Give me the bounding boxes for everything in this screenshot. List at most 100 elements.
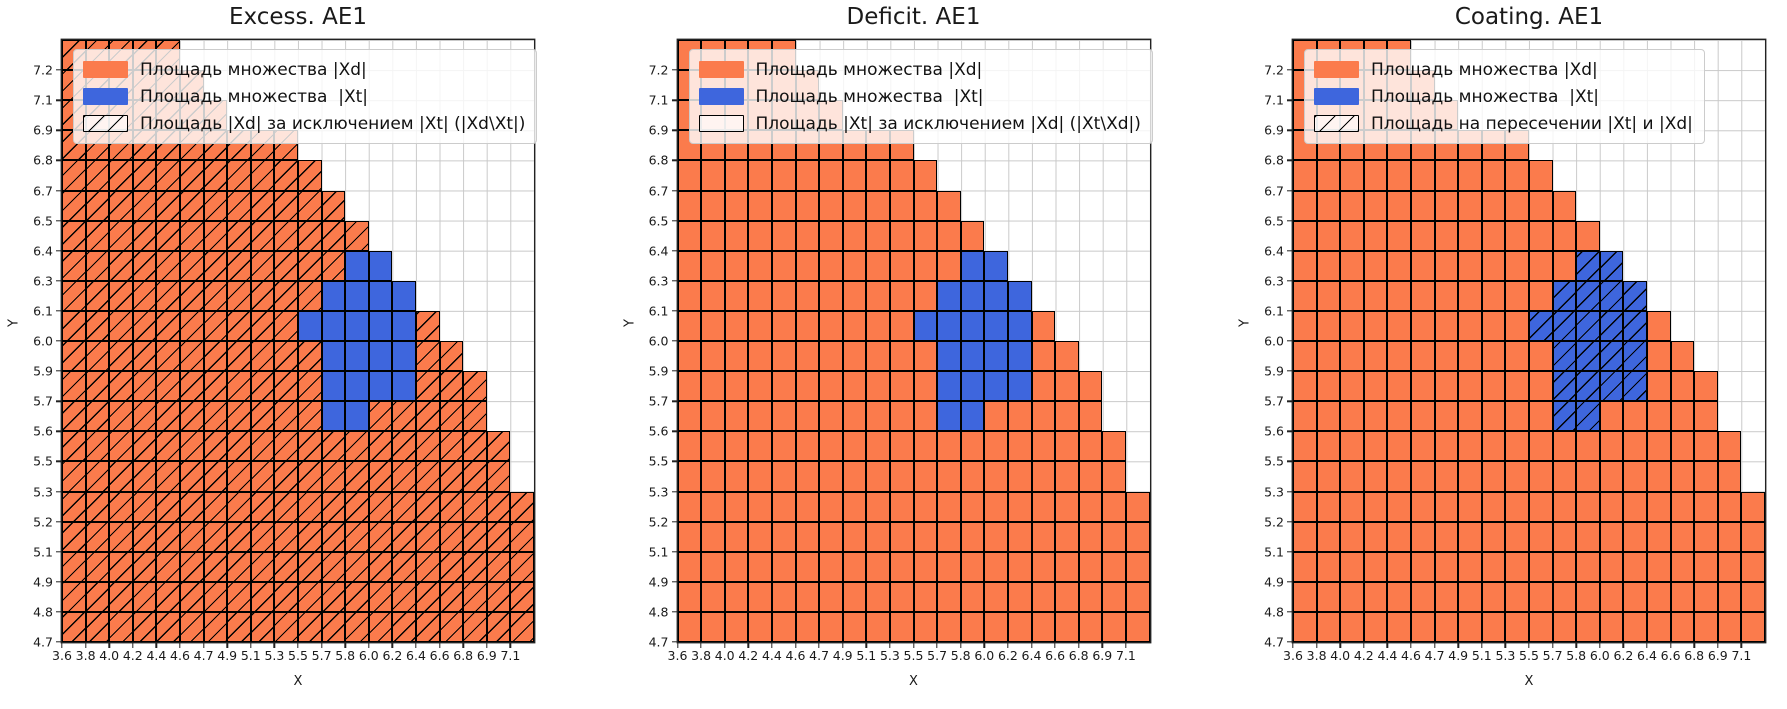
empty-cell (1600, 221, 1624, 251)
xd-cell (748, 491, 772, 522)
xd-cell (1434, 611, 1459, 642)
xd-cell (1031, 491, 1056, 522)
empty-cell (1600, 191, 1624, 221)
xd-cell (984, 611, 1008, 642)
x-tick-label: 5.8 (1566, 648, 1587, 663)
xd-cell (819, 401, 843, 432)
xd-cell (1293, 551, 1317, 582)
xd-cell (1293, 220, 1317, 251)
xd-cell (1458, 461, 1482, 492)
xd-cell (937, 220, 961, 251)
xd-cell (227, 611, 251, 642)
xd-cell (842, 220, 867, 251)
xt-cell (1007, 371, 1032, 402)
xd-cell (180, 310, 204, 341)
xd-cell (1741, 611, 1765, 642)
xd-cell (1481, 280, 1506, 311)
xd-cell (1055, 521, 1079, 552)
xd-cell (1387, 220, 1411, 251)
xd-cell (1576, 220, 1600, 251)
x-tick-label: 6.6 (1045, 648, 1066, 663)
xd-cell (1458, 160, 1482, 191)
y-tick-mark (56, 189, 61, 192)
empty-cell (1741, 431, 1765, 461)
xd-cell (250, 401, 275, 432)
xd-cell (416, 551, 440, 582)
xd-cell (1623, 581, 1647, 612)
x-tick-mark (297, 643, 299, 648)
xt-cell (1576, 371, 1600, 402)
xd-cell (250, 280, 275, 311)
xd-cell (250, 611, 275, 642)
xd-cell (724, 521, 749, 552)
empty-cell (510, 461, 534, 491)
xd-cell (156, 220, 180, 251)
xd-cell (937, 521, 961, 552)
x-tick-label: 5.8 (335, 648, 356, 663)
xd-cell (819, 220, 843, 251)
x-tick-mark (700, 643, 702, 648)
xd-cell (677, 431, 702, 462)
x-tick-mark (1386, 643, 1389, 648)
xd-cell (85, 341, 110, 372)
y-tick-label: 6.8 (33, 152, 53, 168)
legend-key-empty (698, 115, 744, 132)
xd-cell (132, 431, 157, 462)
xd-cell (85, 401, 110, 432)
xd-cell (109, 190, 133, 221)
xd-cell (866, 250, 890, 281)
xd-cell (1481, 371, 1506, 402)
y-tick-mark (56, 581, 61, 583)
xd-cell (889, 431, 914, 462)
y-tick-mark (671, 159, 677, 162)
x-tick-label: 6.2 (997, 648, 1018, 663)
empty-cell (1623, 221, 1647, 251)
xd-cell (1481, 250, 1506, 281)
xt-cell (984, 280, 1008, 311)
y-tick-mark (671, 460, 677, 463)
xd-cell (227, 280, 251, 311)
xd-cell (866, 491, 890, 522)
xd-cell (701, 611, 725, 642)
xd-cell (937, 551, 961, 582)
y-tick-label: 6.3 (648, 273, 669, 289)
legend-entry: Площадь |Xd| за исключением |Xt| (|Xd\Xt… (83, 110, 525, 137)
xd-cell (227, 310, 251, 341)
y-tick-mark (56, 370, 61, 372)
empty-cell (1718, 371, 1742, 401)
empty-cell (1008, 191, 1032, 221)
xd-cell (227, 371, 251, 402)
x-tick-mark (1622, 643, 1625, 648)
xd-cell (701, 551, 725, 582)
y-tick-mark (671, 641, 677, 643)
xt-cell (368, 310, 393, 341)
xd-cell (913, 371, 938, 402)
xd-cell (227, 461, 251, 492)
xd-cell (1576, 611, 1600, 642)
xd-cell (1316, 220, 1341, 251)
xd-cell (250, 431, 275, 462)
xd-cell (1340, 220, 1364, 251)
y-tick-mark (56, 490, 61, 493)
x-tick-mark (391, 643, 394, 648)
y-tick-mark (671, 249, 677, 252)
xd-cell (1647, 581, 1671, 612)
xd-cell (889, 250, 914, 281)
xd-cell (701, 310, 725, 341)
x-tick-label: 3.8 (75, 648, 96, 663)
xd-cell (109, 581, 133, 612)
xd-cell (724, 611, 749, 642)
empty-cell (1694, 311, 1718, 341)
xd-cell (274, 341, 298, 372)
xd-cell (913, 401, 938, 432)
xd-cell (1007, 551, 1032, 582)
xd-cell (392, 401, 416, 432)
xd-cell (180, 220, 204, 251)
xt-cell (345, 310, 369, 341)
xd-cell (298, 401, 322, 432)
x-tick-mark (438, 643, 441, 648)
xd-cell (748, 401, 772, 432)
xd-cell (1387, 401, 1411, 432)
xd-cell (1434, 341, 1459, 372)
x-tick-label: 5.3 (1495, 648, 1516, 663)
